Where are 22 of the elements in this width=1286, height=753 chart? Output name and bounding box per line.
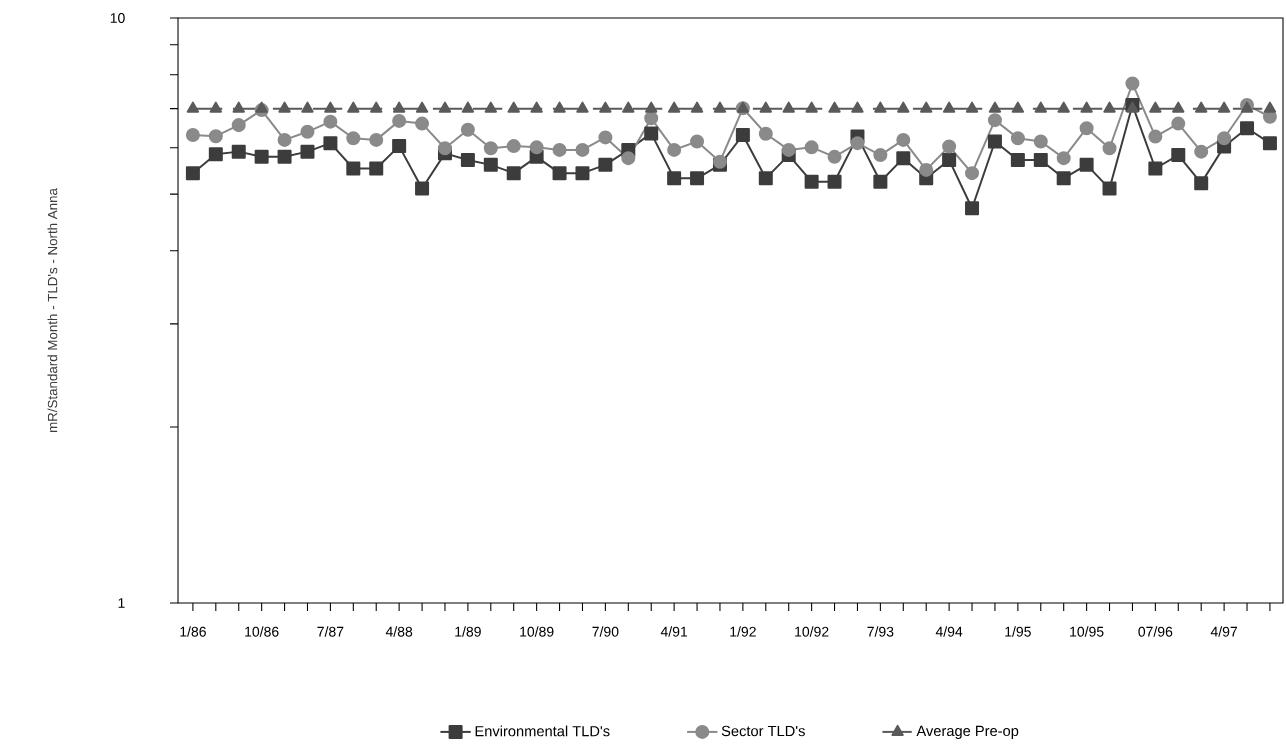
x-tick-label: 10/86 [245,626,279,637]
x-tick-label: 4/88 [385,626,413,637]
y-tick-label: 1 [118,598,125,608]
x-tick-label: 1/92 [730,626,756,637]
x-tick-label: 7/93 [867,626,894,637]
x-tick-label: 1/95 [1005,626,1031,637]
x-tick-label: 4/91 [660,626,688,637]
legend-label: Average Pre-op [916,725,1019,739]
x-tick-label: 7/90 [592,626,619,637]
legend-label: Sector TLD's [721,725,805,737]
x-tick-label: 1/86 [180,626,206,637]
x-tick-label: 4/94 [935,626,963,637]
legend-label: Environmental TLD's [475,725,610,737]
y-tick-label: 10 [110,13,125,23]
x-tick-label: 1/89 [455,626,481,637]
x-tick-label: 07/96 [1138,626,1173,637]
x-tick-label: 10/89 [520,626,554,637]
x-tick-label: 7/87 [317,626,344,637]
x-tick-label: 4/97 [1210,626,1238,637]
x-tick-label: 10/95 [1070,626,1104,637]
x-tick-label: 10/92 [795,626,829,637]
y-axis-title: mR/Standard Month - TLD's - North Anna [47,188,58,433]
